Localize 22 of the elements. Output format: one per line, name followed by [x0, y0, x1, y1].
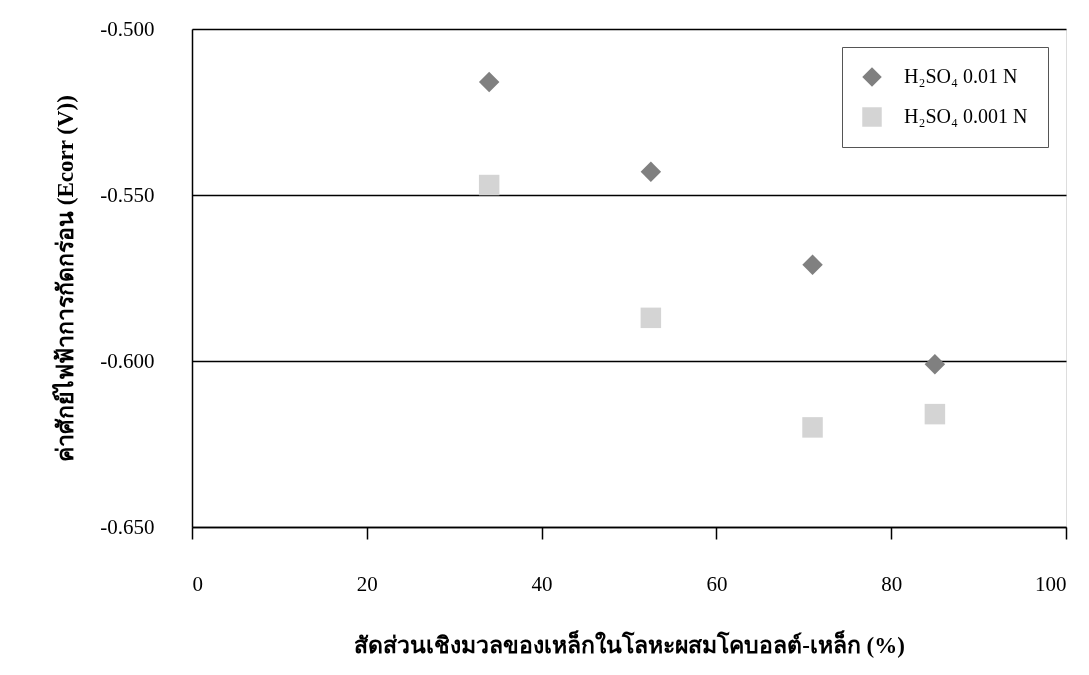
- x-tick-label: 20: [356, 571, 378, 596]
- point: [802, 417, 823, 438]
- y-axis-title: ค่าศักย์ไฟฟ้าการกัดกร่อน (Ecorr (V)): [51, 95, 79, 462]
- point: [924, 354, 946, 375]
- point: [924, 403, 946, 425]
- point: [478, 71, 500, 93]
- point: [640, 307, 662, 329]
- y-tick-label: -0.500: [100, 16, 155, 41]
- x-axis-title: สัดส่วนเชิงมวลของเหล็กในโลหะผสมโคบอลต์-เหล็ก (%): [354, 629, 905, 658]
- point: [802, 254, 823, 275]
- point: [640, 161, 662, 183]
- x-tick-label: 60: [706, 571, 728, 596]
- legend-label: H₂SO₄ 0.01 N: [904, 65, 1018, 87]
- point: [478, 174, 500, 196]
- y-tick-label: -0.550: [100, 182, 155, 207]
- x-tick-label: 0: [192, 571, 203, 596]
- y-tick-label: -0.600: [100, 348, 155, 373]
- x-tick-label: 100: [1035, 571, 1067, 596]
- x-tick-label: 80: [881, 571, 903, 596]
- y-tick-label: -0.650: [100, 514, 155, 539]
- x-tick-label: 40: [531, 571, 553, 596]
- legend-label: H₂SO₄ 0.001 N: [904, 105, 1028, 127]
